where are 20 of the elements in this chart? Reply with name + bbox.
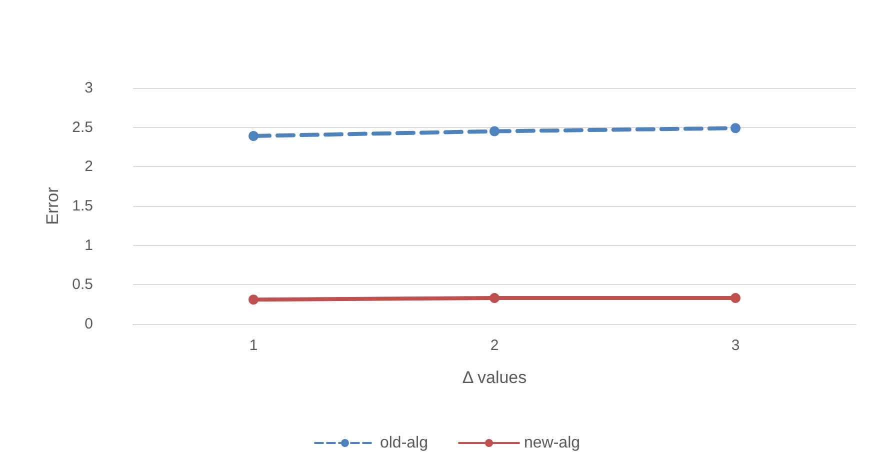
x-tick-label: 1: [249, 337, 258, 354]
y-tick-label: 3: [84, 80, 93, 96]
point: [730, 123, 740, 134]
y-tick-label: 0: [84, 316, 93, 332]
point: [490, 293, 500, 304]
point: [490, 126, 500, 136]
point: [730, 293, 740, 304]
legend-label: new-alg: [524, 434, 580, 452]
y-tick-label: 0.5: [72, 276, 93, 294]
legend-label: old-alg: [380, 434, 428, 452]
x-tick-label: 3: [731, 337, 740, 354]
y-tick-label: 1: [84, 236, 93, 254]
y-axis-title: Error: [43, 186, 62, 225]
y-tick-label: 1.5: [72, 198, 93, 214]
x-axis-title: Δ values: [462, 368, 527, 387]
point: [248, 294, 258, 305]
x-tick-label: 2: [490, 337, 499, 354]
point: [248, 130, 258, 141]
y-tick-label: 2: [84, 158, 93, 176]
y-tick-label: 2.5: [72, 118, 93, 136]
